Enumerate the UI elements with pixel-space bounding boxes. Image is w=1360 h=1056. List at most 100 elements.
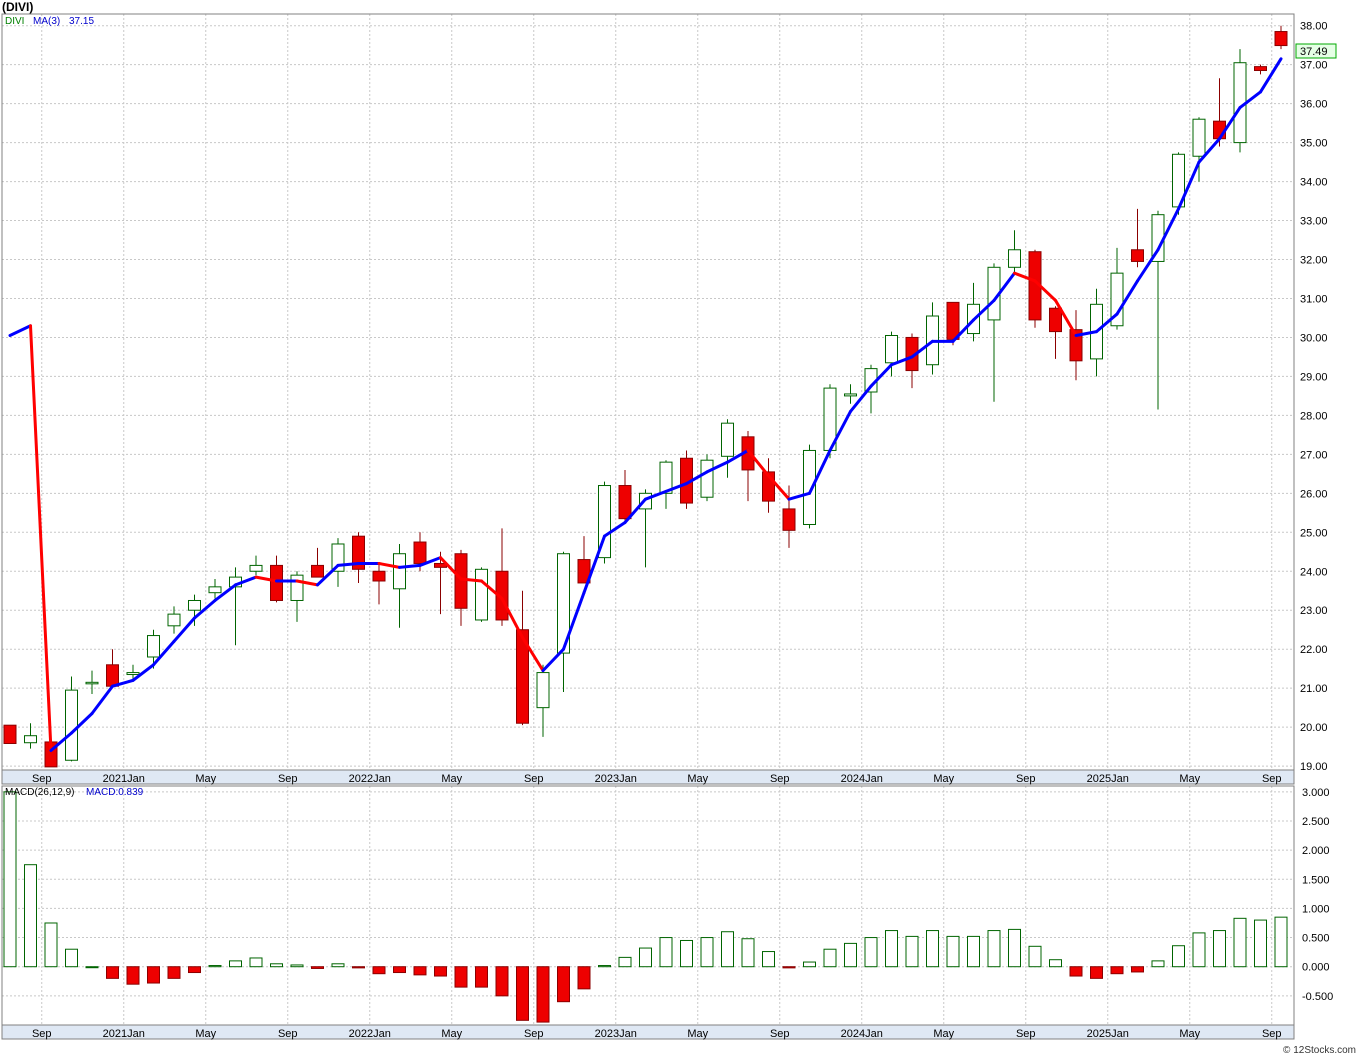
candle (1213, 78, 1226, 147)
macd-bar (249, 957, 263, 968)
macd-bar (331, 963, 345, 968)
ma-segment (1054, 298, 1078, 337)
macd-bar (1090, 966, 1103, 979)
candle (495, 528, 509, 626)
date-tick-label: 2024Jan (841, 1028, 883, 1040)
ma-segment (869, 363, 893, 388)
macd-bar (352, 966, 365, 969)
date-tick-label: May (441, 773, 462, 785)
candle-body (475, 568, 488, 621)
ma-segment (8, 324, 32, 337)
ma-segment (992, 271, 1016, 302)
ma-segment (131, 663, 155, 682)
candle-body (1254, 66, 1267, 72)
candle (1131, 208, 1144, 268)
date-tick-label: May (1179, 773, 1200, 785)
candle-body (1049, 307, 1062, 333)
candle-body (1008, 249, 1021, 268)
candle (372, 563, 386, 605)
candle-body (270, 564, 283, 601)
ma-segment (29, 324, 53, 753)
ma-segment (193, 598, 217, 620)
date-tick-label: 2024Jan (841, 773, 883, 785)
macd-bar (680, 939, 693, 968)
candle-body (106, 664, 119, 687)
macd-bar (577, 966, 591, 990)
ma-segment (808, 448, 832, 495)
macd-bar (967, 935, 980, 968)
macd-bar (823, 948, 837, 968)
ma-segment (90, 684, 114, 715)
price-tick-label: 32.00 (1300, 255, 1328, 267)
ma-segment (644, 489, 668, 501)
ma-segment (972, 298, 996, 322)
ma-segment (582, 534, 606, 595)
macd-bar (1192, 932, 1206, 968)
axes: 19.00 20.00 21.00 22.00 23.00 24.00 25.00 26.00… (1, 13, 1333, 1040)
macd-bar (290, 964, 304, 968)
macd-bar (557, 966, 570, 1003)
ma-segment (459, 577, 483, 583)
macd-bar (618, 956, 632, 968)
candle (85, 670, 99, 695)
candle-body (413, 541, 427, 564)
candle-body (290, 574, 304, 601)
macd-bar (659, 937, 673, 968)
macd-bar (3, 791, 17, 968)
price-tick-label: 28.00 (1300, 410, 1328, 422)
ma-segment (1197, 137, 1221, 164)
ma-segment (910, 339, 934, 359)
date-tick-label: 2022Jan (349, 1028, 391, 1040)
ma-segment (1074, 330, 1098, 337)
date-tick-label: May (687, 773, 708, 785)
macd-bar (188, 966, 201, 974)
macd-bar (1028, 945, 1042, 968)
price-date-strip (1, 769, 1295, 785)
ma-segment (70, 711, 94, 735)
ma-segment (849, 384, 873, 413)
candle-body (372, 570, 386, 582)
candle-body (618, 485, 632, 520)
ma-segment (1013, 271, 1037, 283)
macd-bar (126, 966, 140, 985)
macd-bar (1110, 966, 1124, 975)
candle-body (844, 393, 857, 397)
candle (393, 543, 406, 628)
macd-bar (782, 966, 796, 969)
date-tick-label: Sep (1016, 773, 1036, 785)
ma-segment (1095, 312, 1119, 334)
macd-date-strip (1, 1024, 1295, 1040)
candle (126, 664, 140, 681)
macd-bar (1151, 960, 1165, 968)
candle (229, 567, 242, 646)
date-tick-label: Sep (278, 773, 298, 785)
candle-body (495, 570, 509, 621)
candle (598, 481, 611, 564)
macd-bar (311, 966, 324, 969)
macd-bar (1049, 959, 1062, 968)
ma-segment (377, 561, 401, 569)
candle-body (1192, 118, 1206, 157)
candle (762, 458, 775, 513)
candle (331, 538, 345, 587)
candle (844, 384, 857, 404)
date-tick-label: Sep (524, 773, 544, 785)
macd-bar (85, 966, 99, 969)
candle (1008, 230, 1021, 276)
candle (208, 579, 222, 599)
ma-segment (500, 597, 524, 640)
ma-segment (541, 647, 565, 673)
macd-bar (987, 930, 1001, 968)
ma-segment (705, 460, 729, 474)
legend: DIVI MA(3) 37.15 MACD(26,12,9) MACD:0.83… (5, 16, 144, 798)
ma-segment (746, 448, 770, 478)
date-tick-label: Sep (32, 773, 52, 785)
candle-body (1131, 249, 1144, 262)
ma-segment (726, 448, 750, 464)
candle (454, 549, 468, 626)
date-tick-label: Sep (1262, 773, 1282, 785)
date-tick-label: May (441, 1028, 462, 1040)
candle (618, 469, 632, 521)
candle (659, 460, 673, 509)
